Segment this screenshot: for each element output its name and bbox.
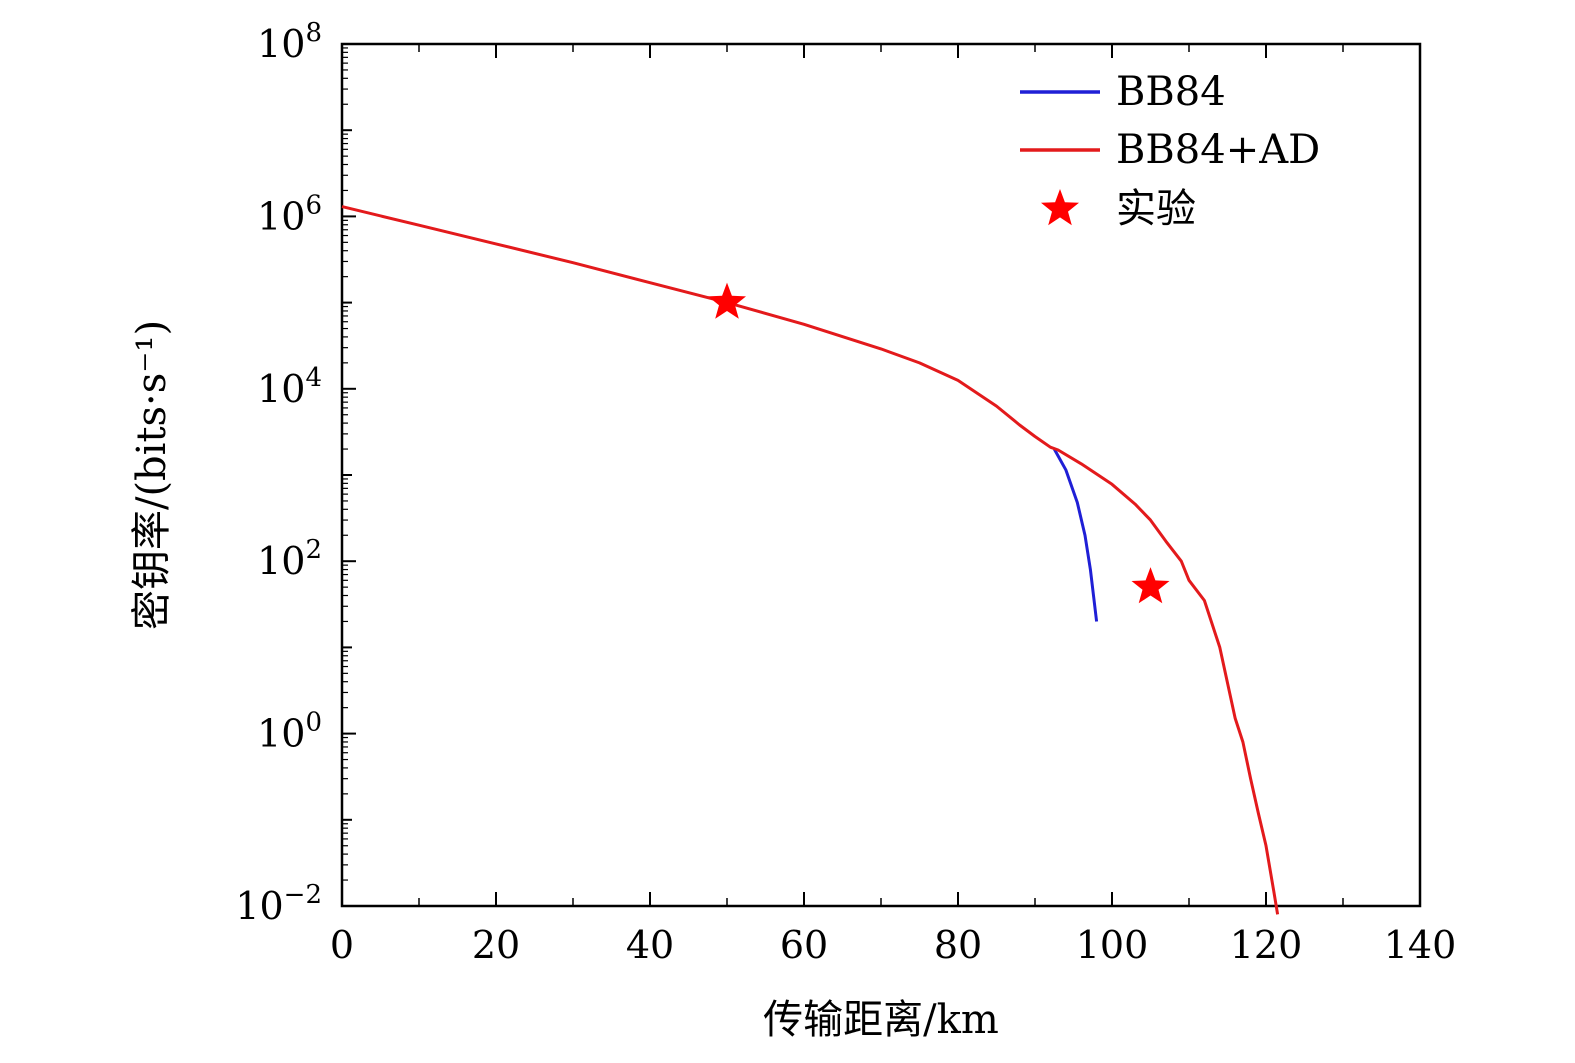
x-tick-label: 140 xyxy=(1384,923,1457,967)
legend-label-bb84: BB84 xyxy=(1116,69,1226,115)
y-tick-label: 100 xyxy=(257,708,322,756)
x-tick-label: 60 xyxy=(780,923,828,967)
x-tick-label: 80 xyxy=(934,923,982,967)
x-axis-label: 传输距离/km xyxy=(763,997,999,1043)
y-tick-label: 106 xyxy=(257,190,322,238)
y-axis-ticks: 10−2 100 102 104 106 108 xyxy=(235,18,356,928)
y-tick-label: 102 xyxy=(257,535,322,583)
bb84-ad-line xyxy=(341,205,1280,915)
y-tick-label: 104 xyxy=(257,363,322,411)
x-tick-label: 100 xyxy=(1076,923,1149,967)
x-tick-label: 120 xyxy=(1230,923,1303,967)
x-tick-label: 20 xyxy=(472,923,520,967)
legend: BB84 BB84+AD 实验 xyxy=(1020,69,1320,232)
y-axis-label: 密钥率/(bits·s⁻¹) xyxy=(129,320,175,630)
x-axis-ticks: 0 20 40 60 80 100 120 140 xyxy=(330,44,1456,967)
experiment-star xyxy=(708,282,746,319)
x-tick-label: 40 xyxy=(626,923,674,967)
x-tick-label: 0 xyxy=(330,923,354,967)
plot-frame xyxy=(340,42,1422,908)
y-tick-label: 108 xyxy=(257,18,322,66)
legend-label-bb84-ad: BB84+AD xyxy=(1116,127,1320,173)
experiment-points xyxy=(708,282,1170,604)
experiment-star xyxy=(1131,567,1170,604)
y-tick-label: 10−2 xyxy=(235,880,322,928)
legend-label-experiment: 实验 xyxy=(1116,186,1196,232)
bb84-line xyxy=(1052,448,1099,622)
series-layer xyxy=(341,205,1280,915)
legend-star-marker xyxy=(1041,189,1079,226)
legend-star-icon xyxy=(1041,189,1079,226)
